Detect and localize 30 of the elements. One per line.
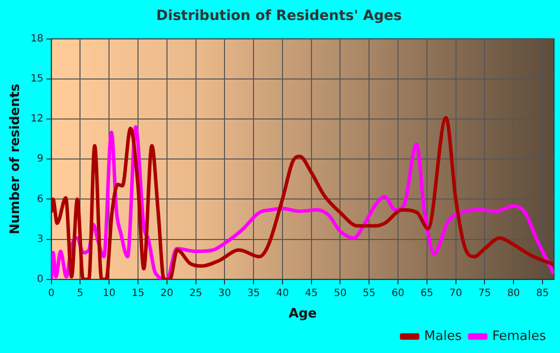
y-tick-label: 9 [36,154,44,165]
chart-title: Distribution of Residents' Ages [156,8,402,24]
x-tick-label: 60 [392,288,404,299]
legend-label: Females [492,328,546,344]
x-tick-label: 50 [334,288,347,299]
x-tick-label: 70 [449,288,462,299]
x-tick-label: 20 [160,288,174,299]
x-tick-label: 0 [48,288,55,299]
y-tick-label: 18 [30,33,44,44]
x-tick-label: 75 [478,288,492,299]
y-tick-label: 3 [36,234,44,245]
y-axis-title: Number of residents [8,84,24,234]
y-tick-label: 15 [30,73,44,84]
x-tick-label: 15 [132,288,144,299]
x-axis-title: Age [288,306,317,322]
x-tick-label: 65 [420,288,434,299]
x-tick-label: 45 [304,288,318,299]
x-tick-label: 30 [218,288,232,299]
x-tick-label: 35 [247,288,260,299]
legend-label: Males [424,328,462,344]
x-tick-label: 25 [189,288,202,299]
x-tick-label: 55 [362,288,376,299]
x-tick-label: 85 [536,288,549,299]
x-tick-label: 5 [77,288,84,299]
x-tick-label: 80 [507,288,520,299]
y-tick-label: 6 [36,194,44,205]
x-tick-label: 40 [276,288,289,299]
x-tick-label: 10 [102,288,116,299]
y-tick-label: 0 [36,274,44,285]
y-tick-label: 12 [30,114,44,125]
